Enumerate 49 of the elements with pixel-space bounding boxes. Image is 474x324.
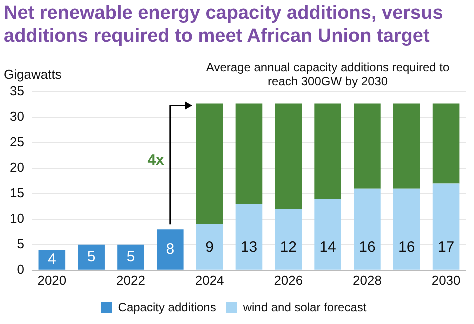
legend-label: wind and solar forecast (242, 300, 368, 314)
bar (354, 104, 381, 189)
bar (196, 224, 224, 270)
text: Average annual capacity additions required to reach 300GW by 2030 (206, 60, 450, 88)
bar (275, 209, 302, 270)
bar (157, 230, 184, 270)
y-tick-label: 5 (17, 236, 24, 252)
y-tick-label: 15 (10, 186, 24, 201)
chart-title: Net renewable energy capacity additions, versus additions required to meet African Union target (3, 2, 444, 49)
bar (275, 104, 302, 210)
bar (78, 244, 105, 270)
bar (38, 250, 66, 270)
data-label: 16 (398, 239, 416, 256)
data-label: 9 (206, 239, 214, 256)
bar (196, 104, 224, 225)
bar (354, 188, 381, 270)
bar (236, 104, 263, 204)
legend-label: Capacity additions (118, 300, 216, 314)
bar (393, 104, 420, 189)
data-label: 5 (87, 248, 96, 266)
bar (432, 104, 460, 184)
y-tick-label: 0 (17, 262, 24, 277)
data-label: 16 (359, 239, 376, 256)
x-tick-label: 2026 (274, 272, 304, 288)
data-label: 5 (126, 248, 136, 266)
y-tick-label: 30 (10, 109, 24, 124)
bar (432, 184, 460, 270)
data-label: 13 (240, 239, 258, 256)
data-label: 17 (438, 239, 455, 256)
bar (393, 188, 420, 270)
data-label: 8 (166, 240, 175, 258)
bar (314, 199, 342, 270)
x-tick-label: 2020 (38, 272, 67, 288)
x-tick-label: 2030 (432, 272, 461, 288)
data-label: 4 (48, 251, 56, 268)
y-tick-label: 35 (10, 84, 24, 99)
x-tick-label: 2028 (353, 272, 382, 288)
x-tick-label: 2024 (195, 272, 224, 288)
x-tick-label: 2022 (116, 272, 146, 288)
y-tick-label: 25 (10, 134, 24, 150)
data-label: 14 (320, 239, 336, 256)
y-axis-title: Gigawatts (4, 67, 62, 82)
bar (314, 104, 342, 200)
annotation: 4x (148, 152, 166, 169)
y-tick-label: 20 (10, 160, 24, 176)
bar (118, 244, 144, 270)
bar (236, 204, 263, 270)
y-tick-label: 10 (10, 211, 24, 226)
data-label: 12 (280, 239, 297, 256)
